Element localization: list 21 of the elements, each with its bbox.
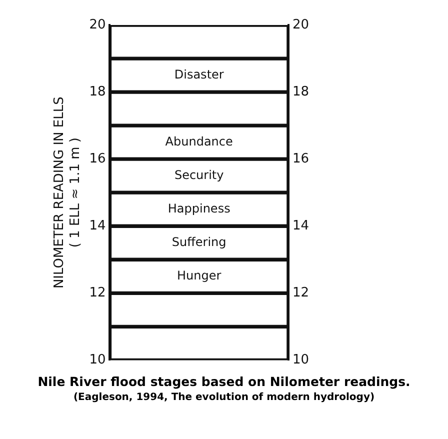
series-label: Hunger [177, 268, 222, 283]
y2-tick-label: 12 [292, 286, 310, 301]
y-tick-label: 16 [89, 151, 106, 166]
y2-tick-label: 14 [292, 218, 310, 234]
y2-tick-label: 10 [292, 352, 310, 368]
series-label: Suffering [172, 235, 226, 250]
y-tick-label: 10 [89, 352, 106, 368]
series-label: Happiness [168, 201, 230, 216]
y2-tick-label: 20 [292, 17, 310, 32]
series-label: Abundance [165, 134, 233, 148]
y2-tick-label: 18 [292, 84, 310, 100]
y-tick-label: 20 [89, 17, 106, 32]
y-tick-label: 14 [89, 218, 106, 234]
series-label: Security [174, 168, 224, 182]
y-tick-label: 12 [89, 286, 106, 301]
text: (Eagleson, 1994, The evolution of modern hydrology) [72, 392, 376, 403]
text: Nile River flood stages based on Nilometer readings. [36, 374, 412, 389]
y2-tick-label: 16 [292, 151, 310, 166]
y-axis-title: NILOMETER READING IN ELLS ( 1 ELL ≈ 1.1 m ) [52, 96, 83, 289]
y-tick-label: 18 [89, 84, 106, 100]
series-label: Disaster [174, 67, 224, 82]
